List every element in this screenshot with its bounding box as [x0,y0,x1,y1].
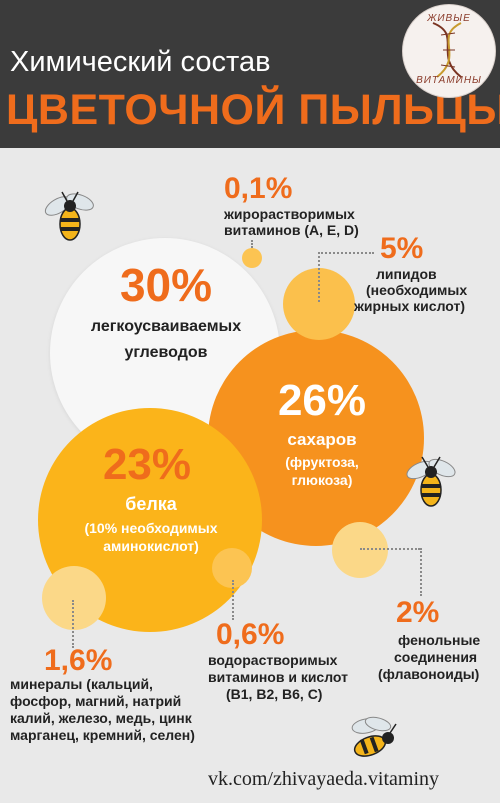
water-vitamins-value: 0,6% [216,618,285,651]
title-line-1: Химический состав [10,46,271,78]
sugars-label-1: сахаров [287,430,357,449]
minerals-label-2: фосфор, магний, натрий [10,693,182,709]
water-vitamins-label-3: (В1, В2, В6, С) [226,686,323,702]
minerals-leader [72,600,74,648]
lipids-leader-h [318,252,374,254]
minerals-circle [42,566,106,630]
phenols-circle [332,522,388,578]
lipids-value: 5% [380,232,424,265]
water-vitamins-label-2: витаминов и кислот [208,669,348,685]
sugars-label-3: глюкоза) [291,472,353,488]
bee-icon [406,456,456,507]
carbs-label-1: легкоусваиваемых [90,318,242,335]
fat-vitamins-label-2: витаминов (А, Е, D) [224,222,359,238]
phenols-leader-h [360,548,420,550]
logo-text-top: ЖИВЫЕ [427,13,471,24]
minerals-label-1: минералы (кальций, [10,676,153,692]
carbs-label-2: углеводов [124,344,208,361]
proteins-value: 23% [102,440,192,489]
lipids-label-1: липидов [376,266,437,282]
sugars-label-2: (фруктоза, [285,454,359,470]
bee-icon [351,716,397,757]
water-vitamins-leader [232,580,234,620]
lipids-label-3: жирных кислот) [354,298,466,314]
water-vitamins-label-1: водорастворимых [208,652,338,668]
logo-dna-icon [432,22,462,78]
phenols-label-3: (флавоноиды) [378,666,480,682]
lipids-leader-v [318,252,320,302]
lipids-label-2: (необходимых [366,282,468,298]
phenols-leader-v [420,548,422,596]
fat-vitamins-value: 0,1% [224,172,293,205]
minerals-label-3: калий, железо, медь, цинк [10,710,192,726]
carbs-value: 30% [119,259,213,311]
fat-vitamins-circle [242,248,262,268]
proteins-label-1: белка [125,494,177,514]
proteins-label-2: (10% необходимых [84,520,218,536]
logo-text-bottom: ВИТАМИНЫ [416,75,482,86]
sugars-value: 26% [277,376,367,425]
fat-vitamins-leader [251,240,253,248]
phenols-value: 2% [396,596,440,629]
header: Химический состав ЦВЕТОЧНОЙ ПЫЛЬЦЫ ЖИВЫЕ… [0,0,500,148]
minerals-value: 1,6% [44,644,113,677]
logo: ЖИВЫЕ ВИТАМИНЫ [402,4,496,98]
phenols-label-2: соединения [394,649,478,665]
phenols-label-1: фенольные [398,632,481,648]
fat-vitamins-label-1: жирорастворимых [224,206,355,222]
footer-link[interactable]: vk.com/zhivayaeda.vitaminy [208,768,440,790]
bee-icon [44,191,94,241]
minerals-label-4: марганец, кремний, селен) [10,727,195,743]
title-line-2: ЦВЕТОЧНОЙ ПЫЛЬЦЫ [6,86,500,134]
proteins-label-3: аминокислот) [103,538,199,554]
